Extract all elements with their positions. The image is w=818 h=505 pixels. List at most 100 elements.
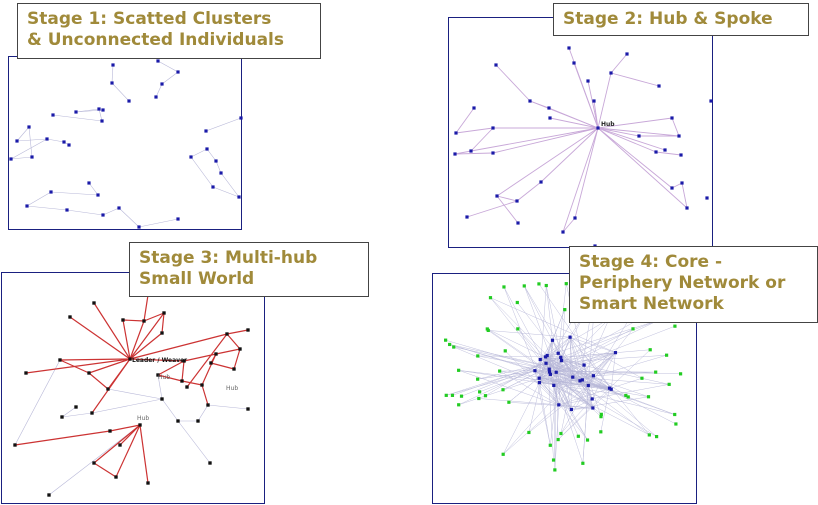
stage-4-periphery-node: [648, 348, 652, 352]
stage-4-edge: [553, 385, 588, 441]
stage-1-edge: [10, 138, 48, 160]
stage-4-edge: [554, 404, 560, 470]
stage-3-node: [225, 332, 229, 336]
stage-3-node: [206, 403, 210, 407]
stage-3-hub-label: Hub: [226, 385, 238, 392]
stage-3-edge: [14, 430, 111, 446]
stage-2-node: [679, 153, 683, 157]
stage-4-edge: [502, 360, 562, 390]
stage-4-periphery-node: [544, 283, 548, 288]
stage-4-periphery-node: [551, 458, 556, 462]
stage-4-edge: [547, 318, 610, 356]
stage-4-periphery-node: [631, 327, 635, 331]
stage-1-title-line-1: Stage 1: Scatted Clusters: [27, 9, 272, 29]
stage-4-edge: [560, 349, 651, 358]
stage-3-node: [160, 331, 164, 335]
stage-4-periphery-node: [459, 394, 464, 398]
stage-4-edge: [583, 364, 602, 417]
stage-2-edge: [548, 107, 599, 129]
stage-4-edge: [538, 340, 553, 379]
stage-4-edge: [550, 325, 676, 375]
stage-2-node: [593, 244, 597, 248]
stage-4-periphery-node: [515, 300, 519, 305]
stage-1-edge: [46, 138, 65, 143]
stage-2-edge: [573, 62, 599, 129]
stage-4-periphery-node: [553, 468, 557, 472]
stage-3-node: [182, 359, 186, 363]
stage-1-node: [15, 139, 19, 143]
stage-4-edge: [546, 354, 667, 364]
stage-4-edge: [552, 336, 571, 341]
stage-1-node: [204, 129, 208, 133]
stage-3-node: [92, 461, 96, 465]
stage-2-edge: [671, 117, 680, 137]
stage-4-core-node: [613, 351, 618, 355]
stage-2-hub-label: Hub: [601, 121, 615, 128]
stage-4-core-node: [571, 375, 575, 379]
stage-4-periphery-node: [599, 415, 603, 419]
stage-3-edge: [161, 312, 165, 334]
stage-2-node: [625, 52, 629, 56]
stage-4-periphery-node: [581, 461, 585, 465]
stage-3-edge: [25, 358, 131, 374]
stage-3-light-edge: [48, 424, 141, 496]
stage-1-edge: [157, 60, 179, 73]
stage-4-edge: [490, 297, 548, 356]
stage-4-core-node: [537, 381, 542, 385]
stage-1-node: [67, 143, 71, 147]
stage-3-node: [208, 461, 212, 465]
stage-2-edge: [496, 127, 599, 197]
stage-4-periphery-node: [483, 394, 488, 398]
stage-3-light-edge: [177, 420, 211, 464]
stage-3-node: [114, 475, 118, 479]
stage-2-edge: [597, 127, 657, 153]
stage-2-edge: [492, 127, 599, 154]
stage-1-edge: [215, 160, 222, 174]
stage-3-node: [47, 493, 51, 497]
stage-2-edge: [455, 127, 494, 134]
stage-3-edge: [186, 333, 228, 388]
stage-4-periphery-node: [478, 390, 482, 394]
stage-4-edge: [560, 385, 589, 434]
stage-1-edge: [26, 191, 52, 207]
stage-4-core-node: [544, 361, 548, 365]
stage-4-edge: [477, 355, 546, 358]
stage-4-periphery-node: [507, 400, 511, 404]
stage-3-hub-label: Hub: [137, 415, 149, 422]
stage-4-periphery-node: [599, 430, 603, 434]
stage-2-edge: [610, 72, 660, 87]
stage-3-edge: [129, 320, 145, 360]
stage-3-node: [246, 407, 250, 411]
stage-4-periphery-node: [537, 282, 541, 286]
stage-4-edge: [561, 360, 612, 390]
stage-3-node: [68, 315, 72, 319]
stage-3-node: [160, 397, 164, 401]
stage-3-edge: [157, 374, 183, 382]
stage-1-node: [214, 159, 218, 163]
stage-1-panel: [8, 56, 243, 230]
stage-4-edge: [446, 370, 535, 396]
stage-1-edge: [118, 207, 140, 228]
stage-3-edge: [233, 348, 241, 370]
stage-2-edge: [597, 117, 673, 129]
stage-4-edge: [555, 283, 567, 373]
stage-1-node: [154, 95, 158, 99]
stage-2-node: [491, 151, 495, 155]
stage-4-edge: [582, 318, 610, 380]
stage-2-node: [491, 126, 495, 130]
stage-4-core-node: [533, 369, 537, 373]
stage-1-node: [49, 190, 53, 194]
stage-1-node: [205, 147, 209, 151]
stage-4-periphery-node: [667, 382, 671, 386]
stage-3-node: [246, 328, 250, 332]
stage-1-node: [127, 99, 131, 103]
stage-4-edge: [553, 385, 650, 436]
stage-1-node: [160, 82, 164, 86]
stage-1-edge: [220, 172, 240, 198]
stage-3-node: [13, 443, 17, 447]
stage-3-node: [87, 371, 91, 375]
stage-1-edge: [10, 156, 33, 160]
stage-4-edge: [503, 286, 550, 373]
stage-4-core-node: [582, 363, 586, 367]
stage-4-periphery-node: [448, 342, 452, 347]
